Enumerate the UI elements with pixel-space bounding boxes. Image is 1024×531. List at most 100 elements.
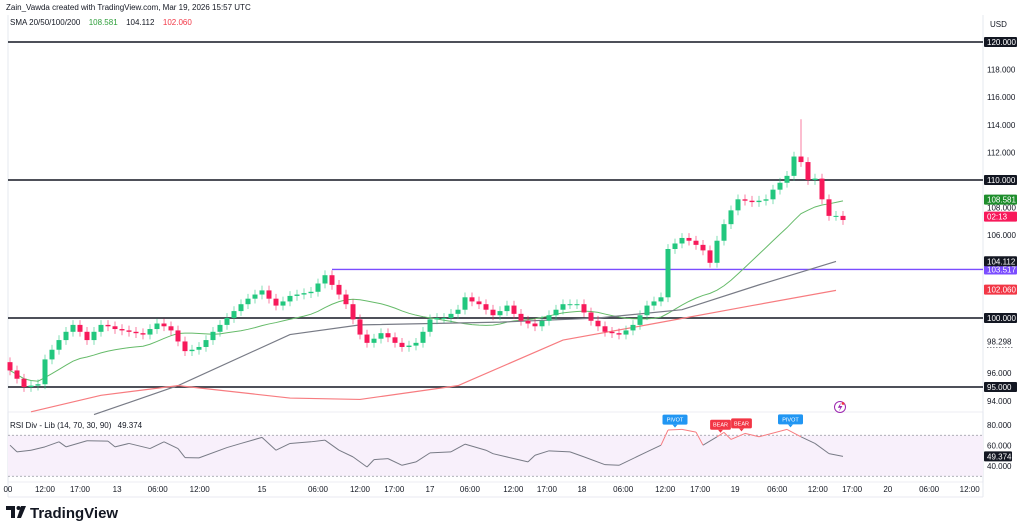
candle[interactable] [378, 328, 384, 344]
candle[interactable] [336, 280, 342, 300]
candle[interactable] [595, 315, 601, 332]
rsi-marker-bear[interactable]: BEAR [710, 419, 731, 433]
candle[interactable] [329, 270, 335, 290]
candle[interactable] [175, 325, 181, 347]
candle[interactable] [735, 194, 741, 216]
candle[interactable] [161, 318, 167, 332]
candle[interactable] [140, 328, 146, 340]
candle[interactable] [189, 344, 195, 356]
candle[interactable] [126, 325, 132, 337]
sma-legend[interactable]: SMA 20/50/100/200 108.581 104.112 102.06… [10, 12, 192, 29]
candle[interactable] [357, 314, 363, 340]
candle[interactable] [441, 313, 447, 323]
candle[interactable] [84, 326, 90, 345]
candle[interactable] [133, 326, 139, 339]
candle[interactable] [371, 333, 377, 348]
candle[interactable] [665, 244, 671, 303]
candle[interactable] [777, 177, 783, 195]
candle[interactable] [672, 238, 678, 254]
candle[interactable] [707, 245, 713, 268]
candle[interactable] [343, 289, 349, 310]
candle[interactable] [168, 321, 174, 336]
candle[interactable] [476, 296, 482, 310]
candle[interactable] [427, 314, 433, 337]
candle[interactable] [504, 300, 510, 316]
candle[interactable] [231, 306, 237, 323]
candle[interactable] [105, 320, 111, 332]
candle[interactable] [63, 326, 69, 345]
candle[interactable] [70, 320, 76, 337]
candle[interactable] [364, 329, 370, 348]
candle[interactable] [252, 289, 258, 304]
candle[interactable] [833, 211, 839, 221]
candle[interactable] [217, 320, 223, 337]
candle[interactable] [112, 321, 118, 334]
candle[interactable] [497, 306, 503, 321]
candle[interactable] [623, 325, 629, 340]
candle[interactable] [840, 211, 846, 225]
candle[interactable] [294, 289, 300, 301]
candle[interactable] [574, 299, 580, 310]
candle[interactable] [182, 336, 188, 356]
candle[interactable] [259, 285, 265, 300]
candle[interactable] [637, 310, 643, 330]
candle[interactable] [455, 304, 461, 319]
candle[interactable] [42, 354, 48, 390]
candle[interactable] [518, 309, 524, 326]
candle[interactable] [49, 344, 55, 365]
rsi-marker-pivot[interactable]: PIVOT [662, 414, 688, 428]
candle[interactable] [721, 219, 727, 246]
candle[interactable] [728, 205, 734, 229]
candle[interactable] [714, 235, 720, 268]
candle[interactable] [91, 326, 97, 345]
candle[interactable] [805, 157, 811, 185]
candle[interactable] [273, 293, 279, 311]
candle[interactable] [567, 299, 573, 310]
candle[interactable] [245, 293, 251, 310]
tradingview-logo[interactable]: TradingView [6, 505, 118, 522]
candle[interactable] [322, 270, 328, 289]
candle[interactable] [483, 299, 489, 315]
candle[interactable] [287, 291, 293, 307]
lightning-icon[interactable] [834, 401, 846, 413]
candle[interactable] [819, 173, 825, 205]
candle[interactable] [448, 309, 454, 323]
candle[interactable] [553, 304, 559, 321]
candle[interactable] [693, 235, 699, 250]
candle[interactable] [630, 320, 636, 336]
rsi-legend[interactable]: RSI Div - Lib (14, 70, 30, 90) 49.374 [10, 421, 143, 430]
candle[interactable] [280, 296, 286, 311]
candle[interactable] [763, 194, 769, 206]
candle[interactable] [749, 195, 755, 207]
candle[interactable] [700, 240, 706, 256]
candle[interactable] [21, 373, 27, 392]
candle[interactable] [679, 233, 685, 249]
candle[interactable] [392, 332, 398, 348]
candle[interactable] [308, 286, 314, 298]
candle[interactable] [602, 321, 608, 337]
candle[interactable] [581, 299, 587, 318]
candle[interactable] [147, 324, 153, 340]
candle[interactable] [399, 338, 405, 352]
candle[interactable] [469, 292, 475, 307]
candle[interactable] [210, 326, 216, 345]
candle[interactable] [686, 233, 692, 246]
candle[interactable] [238, 299, 244, 316]
candle[interactable] [301, 288, 307, 300]
candle[interactable] [7, 357, 13, 376]
rsi-marker-pivot[interactable]: PIVOT [778, 414, 803, 428]
candle[interactable] [651, 296, 657, 311]
candle[interactable] [266, 285, 272, 304]
candle[interactable] [119, 324, 125, 336]
candle[interactable] [154, 318, 160, 334]
candle[interactable] [658, 292, 664, 307]
candle[interactable] [420, 326, 426, 348]
candle[interactable] [546, 310, 552, 326]
candle[interactable] [385, 328, 391, 343]
candle[interactable] [588, 307, 594, 326]
rsi-marker-bear[interactable]: BEAR [731, 418, 752, 432]
candle[interactable] [525, 315, 531, 329]
candle[interactable] [315, 278, 321, 297]
candle[interactable] [413, 338, 419, 351]
